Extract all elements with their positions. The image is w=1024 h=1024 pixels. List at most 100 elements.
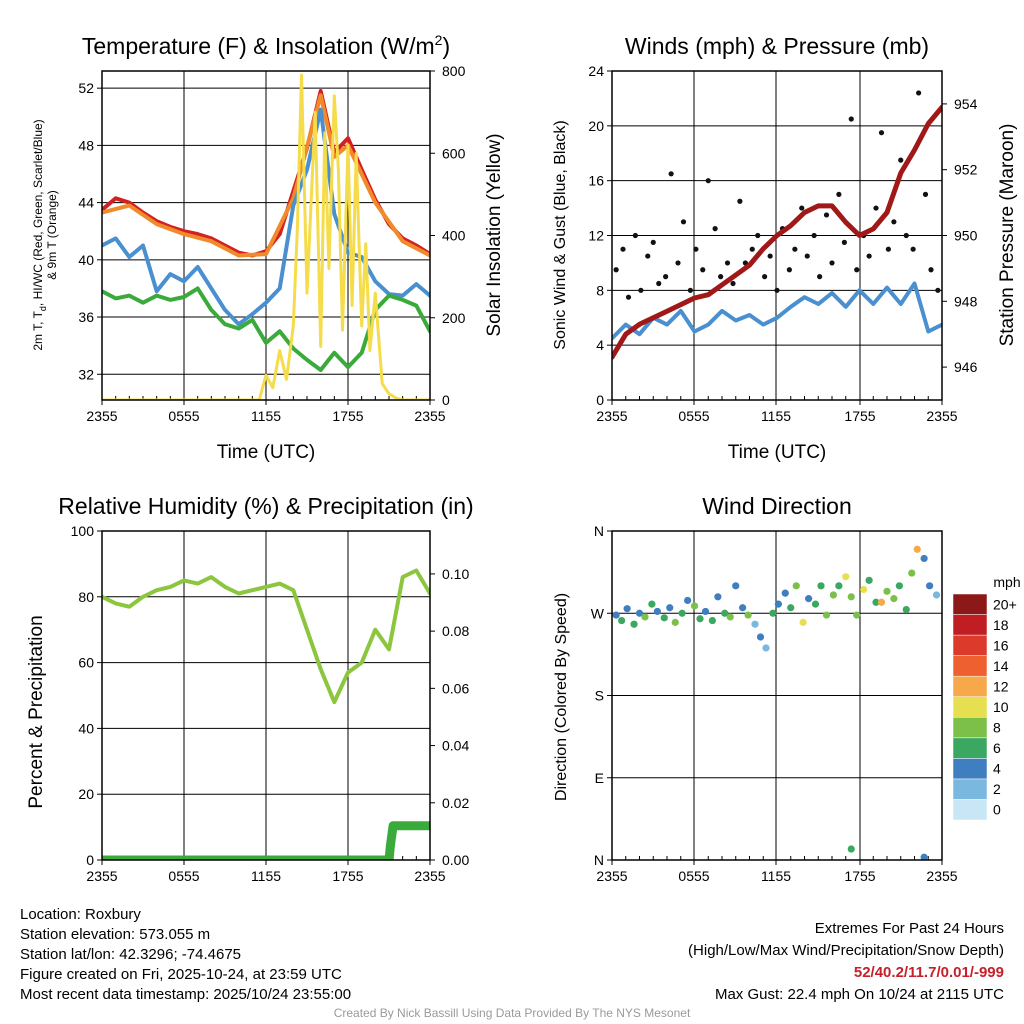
gust-point	[903, 232, 909, 239]
colorbar-label: 20+	[993, 596, 1017, 612]
gust-point	[625, 294, 632, 300]
x-tick-label: 0555	[678, 408, 709, 424]
wind-direction-point	[902, 605, 910, 614]
wind-direction-point	[762, 644, 770, 652]
x-tick-label: 1155	[761, 408, 791, 424]
x-tick-label: 0555	[678, 868, 709, 884]
wind-direction-point	[842, 573, 850, 581]
y-tick-label: 40	[78, 720, 94, 736]
chart-title-text: Relative Humidity (%) & Precipitation (i…	[58, 493, 473, 519]
wind-direction-point	[822, 611, 831, 619]
y-tick-label: 8	[596, 282, 604, 298]
colorbar-label: 14	[993, 658, 1009, 674]
colorbar-label: 18	[993, 617, 1009, 633]
y-tick-label: 44	[78, 195, 94, 211]
y-tick-label: 20	[588, 118, 604, 134]
gust-point	[680, 219, 687, 225]
wind-direction-point	[635, 609, 644, 617]
gust-point	[663, 274, 669, 280]
y-tick-label: 100	[71, 523, 95, 539]
gust-point	[873, 205, 879, 211]
y-tick-label: N	[594, 523, 604, 539]
x-tick-label: 1755	[844, 408, 875, 424]
chart-title: Wind Direction	[702, 493, 852, 519]
wind-direction-point	[774, 600, 782, 608]
gust-point	[811, 232, 817, 239]
gust-point	[687, 287, 693, 293]
x-tick-label: 2355	[86, 868, 117, 884]
colorbar-swatch	[952, 614, 988, 636]
colorbar-swatch	[952, 799, 988, 821]
wind-direction-point	[684, 596, 692, 605]
x-tick-label: 1755	[332, 868, 363, 884]
wind-direction-point	[883, 587, 891, 595]
y-axis-label-wind: Sonic Wind & Gust (Blue, Black)	[552, 120, 569, 349]
wind-direction-point	[618, 616, 626, 625]
wind-direction-point	[701, 607, 710, 616]
y-tick-label: 32	[78, 366, 94, 382]
gust-point	[755, 232, 761, 239]
gust-point	[638, 287, 644, 293]
y-tick-label: W	[591, 605, 605, 621]
y2-tick-label: 0.06	[442, 680, 469, 696]
wind-direction-point	[666, 604, 674, 612]
chart-title-close: )	[442, 33, 450, 59]
x-tick-label: 1755	[844, 868, 875, 884]
y2-tick-label: 0.04	[442, 738, 469, 754]
colorbar-swatch	[952, 675, 988, 697]
colorbar-swatch	[952, 717, 988, 739]
colorbar-label: 4	[993, 761, 1001, 777]
x-tick-label: 0555	[168, 868, 199, 884]
wind-direction-point	[817, 582, 825, 590]
x-tick-label: 2355	[926, 868, 957, 884]
wind-direction-point	[612, 611, 620, 619]
wind-direction-point	[781, 589, 789, 597]
gust-point	[712, 226, 718, 232]
gust-point	[866, 253, 872, 259]
wind-direction-point	[932, 591, 941, 599]
y-label-subscript: d	[38, 306, 48, 311]
gust-point	[749, 246, 755, 252]
gust-point	[878, 130, 885, 136]
wind-direction-point	[890, 595, 898, 603]
x-axis-label: Time (UTC)	[728, 442, 827, 463]
colorbar-swatch	[952, 758, 988, 780]
y-tick-label: 52	[78, 80, 94, 96]
y-tick-label: 0	[86, 852, 94, 868]
y2-tick-label: 600	[442, 145, 466, 161]
wind-direction-point	[630, 620, 638, 628]
wind-direction-point	[732, 582, 740, 590]
credit-text: Created By Nick Bassill Using Data Provi…	[333, 1006, 691, 1020]
wind-direction-point	[726, 613, 734, 621]
wind-direction-point	[877, 598, 886, 606]
colorbar-label: 12	[993, 678, 1009, 694]
wind-direction-point	[847, 593, 855, 601]
x-tick-label: 1155	[251, 408, 281, 424]
y2-tick-label: 948	[954, 293, 978, 309]
gust-point	[935, 287, 941, 293]
series-line-solar-insolation	[102, 73, 430, 400]
colorbar-title: mph	[993, 574, 1020, 590]
latlon-text: Station lat/lon: 42.3296; -74.4675	[20, 946, 242, 963]
gust-point	[767, 253, 773, 259]
colorbar-label: 10	[993, 699, 1009, 715]
gust-point	[848, 116, 854, 122]
wind-direction-point	[872, 598, 880, 606]
y-axis-label-temperature: 2m T, Td, HI/WC (Red, Green, Scarlet/Blu…	[31, 119, 48, 350]
x-tick-label: 0555	[168, 408, 199, 424]
gust-point	[928, 267, 934, 273]
x-axis-label: Time (UTC)	[217, 442, 316, 463]
max-gust-text: Max Gust: 22.4 mph On 10/24 at 2115 UTC	[714, 986, 1004, 1003]
colorbar-label: 0	[993, 802, 1001, 818]
series-line-station-pressure	[612, 104, 942, 360]
panel-0: 2355 0555 1155 1755 2355 32 36 40 44 48 52 0 200 400 6…	[78, 32, 465, 463]
wind-direction-point	[744, 611, 752, 619]
chart-title-superscript: 2	[435, 32, 443, 48]
wind-direction-point	[920, 554, 928, 563]
plot-area	[612, 90, 942, 360]
gust-point	[675, 260, 681, 266]
y-tick-label: S	[595, 688, 604, 704]
gust-point	[910, 246, 916, 252]
wind-direction-point	[895, 582, 903, 590]
created-text: Figure created on Fri, 2025-10-24, at 23…	[20, 966, 342, 983]
